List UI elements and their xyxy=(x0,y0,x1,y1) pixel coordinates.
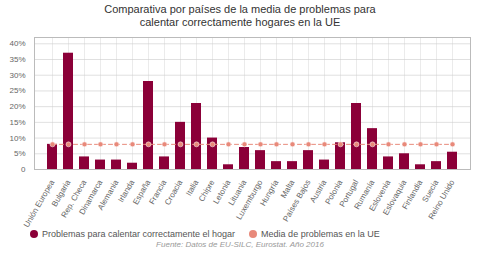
svg-text:Portugal: Portugal xyxy=(337,178,361,209)
html-text:Problemas para calentar correc: Problemas para calentar correctamente el… xyxy=(42,228,236,239)
svg-text:30%: 30% xyxy=(9,71,25,80)
svg-text:Finlandia: Finlandia xyxy=(400,178,424,211)
svg-text:Polonia: Polonia xyxy=(323,178,345,207)
html-text:Media de problemas en la UE: Media de problemas en la UE xyxy=(261,228,380,239)
svg-text:Luxemburgo: Luxemburgo xyxy=(234,178,265,222)
svg-text:Eslovenia: Eslovenia xyxy=(367,178,393,214)
svg-text:Malta: Malta xyxy=(278,178,297,201)
svg-text:Bulgaria: Bulgaria xyxy=(50,178,73,209)
svg-text:Chipre: Chipre xyxy=(196,178,217,204)
svg-text:Eslovaquia: Eslovaquia xyxy=(381,178,409,218)
svg-text:Italia: Italia xyxy=(184,178,201,198)
svg-text:Rep. Checa: Rep. Checa xyxy=(59,178,89,220)
svg-text:10%: 10% xyxy=(9,134,25,143)
html-text:Fuente: Datos de EU-SILC, Euro: Fuente: Datos de EU-SILC, Eurostat. Año … xyxy=(156,240,324,250)
svg-text:Dinamarca: Dinamarca xyxy=(77,178,105,217)
svg-text:25%: 25% xyxy=(9,87,25,96)
svg-text:Países Bajos: Países Bajos xyxy=(281,179,312,224)
svg-text:20%: 20% xyxy=(9,103,25,112)
svg-text:Suecia: Suecia xyxy=(420,178,441,205)
svg-text:35%: 35% xyxy=(9,55,25,64)
svg-text:Francia: Francia xyxy=(147,178,169,207)
svg-text:5%: 5% xyxy=(14,150,26,159)
svg-text:40%: 40% xyxy=(9,40,25,49)
svg-text:Austria: Austria xyxy=(308,178,329,205)
html-text:Comparativa por países de la m: Comparativa por países de la media de pr… xyxy=(104,3,376,29)
svg-text:Alemania: Alemania xyxy=(96,178,121,212)
svg-text:Rumanía: Rumanía xyxy=(352,178,377,212)
svg-text:España: España xyxy=(131,178,153,207)
svg-text:15%: 15% xyxy=(9,118,25,127)
svg-text:Letonia: Letonia xyxy=(211,178,233,206)
svg-text:Hungría: Hungría xyxy=(258,178,280,208)
svg-text:Lituania: Lituania xyxy=(226,178,249,208)
svg-text:0: 0 xyxy=(21,165,26,174)
svg-text:Croacia: Croacia xyxy=(163,178,185,207)
svg-text:Irlanda: Irlanda xyxy=(116,178,137,205)
svg-text:Reino Unido: Reino Unido xyxy=(427,178,457,221)
